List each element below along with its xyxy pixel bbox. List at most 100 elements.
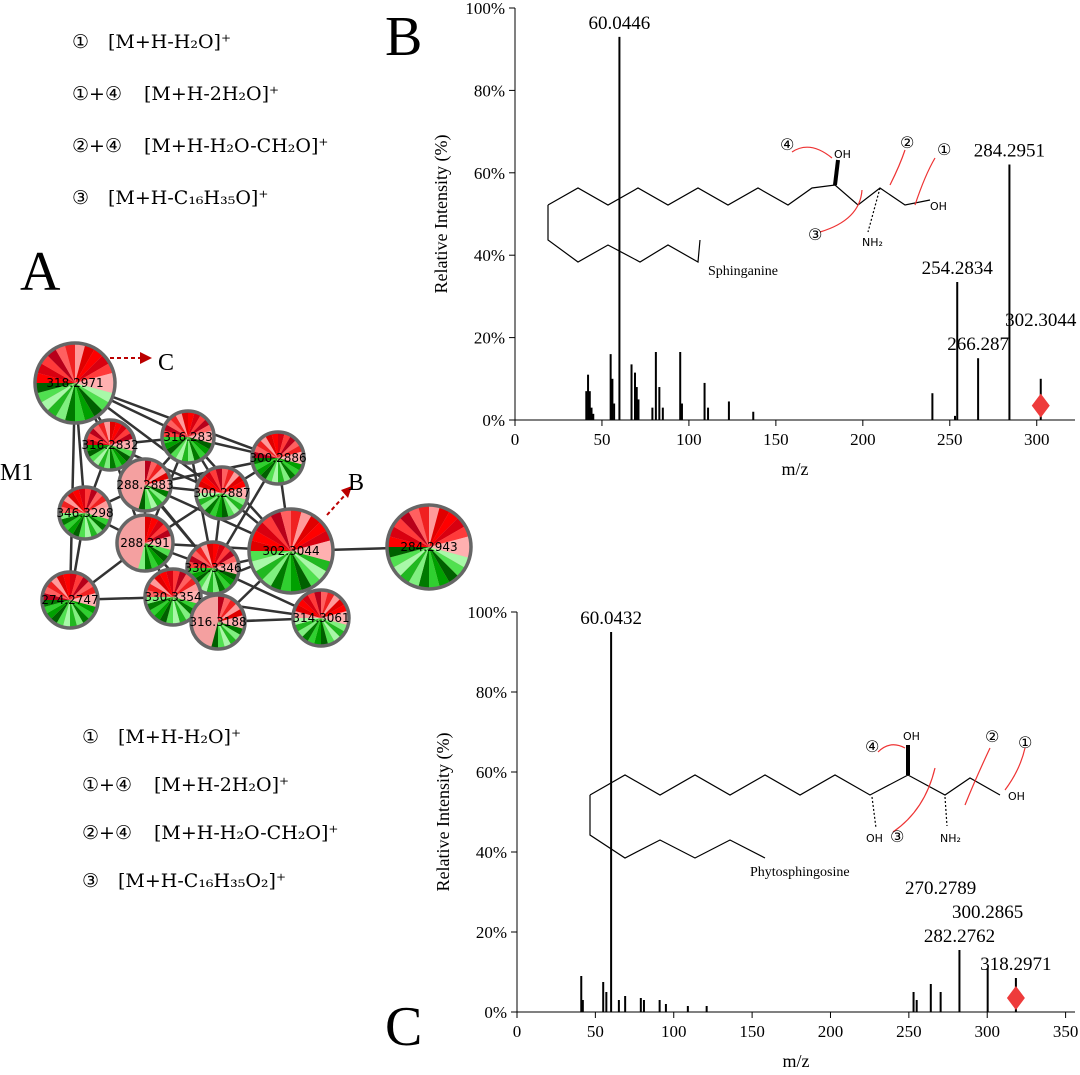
network-node: 302.3044 xyxy=(247,507,335,595)
node-wedge xyxy=(145,597,173,611)
node-wedge xyxy=(59,513,85,526)
node-wedge xyxy=(110,420,123,445)
node-wedge xyxy=(85,432,110,445)
node-wedge xyxy=(88,445,110,463)
node-wedge xyxy=(278,439,301,458)
node-wedge xyxy=(181,437,188,463)
node-wedge xyxy=(321,590,335,618)
node-ring xyxy=(385,503,473,591)
node-wedge xyxy=(218,622,245,629)
x-tick-label: 0 xyxy=(511,430,520,449)
node-wedge xyxy=(181,411,188,437)
node-wedge xyxy=(429,505,440,547)
node-wedge xyxy=(187,568,213,575)
node-wedge xyxy=(145,515,153,543)
fragment-formula: [M+H-2H₂O]⁺ xyxy=(144,83,279,105)
node-wedge xyxy=(145,485,158,511)
node-wedge xyxy=(218,608,245,622)
node-wedge xyxy=(250,530,291,551)
node-wedge xyxy=(291,551,332,572)
fragment-formula: [M+H-C₁₆H₃₅O₂]⁺ xyxy=(118,870,286,892)
node-wedge xyxy=(110,445,128,467)
network-node: 316.2832 xyxy=(81,418,139,472)
node-wedge xyxy=(399,510,429,547)
x-tick-label: 100 xyxy=(661,1022,687,1041)
node-wedge xyxy=(313,618,321,646)
node-label: 316.2832 xyxy=(81,438,138,452)
node-wedge xyxy=(78,487,85,513)
fragment-formula: [M+H-H₂O]⁺ xyxy=(118,726,241,748)
structure-label: NH₂ xyxy=(940,832,961,845)
node-wedge xyxy=(249,551,291,562)
node-wedge xyxy=(56,600,70,628)
structure-label: OH xyxy=(1008,790,1025,803)
node-wedge xyxy=(110,445,123,470)
node-wedge xyxy=(321,618,349,626)
y-tick-label: 20% xyxy=(476,923,507,942)
node-ring xyxy=(33,341,117,425)
node-wedge xyxy=(418,505,429,547)
node-wedge xyxy=(162,424,188,437)
node-wedge xyxy=(392,517,429,547)
node-label: 330.3346 xyxy=(184,561,241,575)
node-wedge xyxy=(213,568,239,581)
node-ring xyxy=(117,457,173,513)
node-wedge xyxy=(148,597,173,617)
node-wedge xyxy=(291,530,332,551)
node-wedge xyxy=(173,589,201,597)
node-wedge xyxy=(206,542,213,568)
structure-label: OH xyxy=(930,200,947,213)
node-wedge xyxy=(145,589,173,597)
node-wedge xyxy=(153,572,173,597)
node-wedge xyxy=(85,487,98,513)
node-wedge xyxy=(36,383,75,403)
node-label: 288.291 xyxy=(120,536,170,550)
node-wedge xyxy=(145,543,173,551)
network-node: 314.3061 xyxy=(291,588,351,648)
node-wedge xyxy=(392,547,429,577)
x-tick-label: 0 xyxy=(513,1022,522,1041)
node-wedge xyxy=(271,432,278,458)
node-wedge xyxy=(321,590,329,618)
fragment-formula: [M+H-H₂O-CH₂O]⁺ xyxy=(154,822,338,844)
node-wedge xyxy=(36,363,75,383)
node-wedge xyxy=(165,418,188,437)
node-wedge xyxy=(188,437,211,456)
node-wedge xyxy=(280,509,291,551)
node-wedge xyxy=(278,435,297,458)
node-wedge xyxy=(213,555,239,568)
node-wedge xyxy=(45,600,70,620)
node-wedge xyxy=(138,485,145,511)
node-label: 346.3298 xyxy=(56,506,113,520)
node-wedge xyxy=(56,572,70,600)
node-wedge xyxy=(278,458,304,471)
node-wedge xyxy=(291,514,321,551)
node-wedge xyxy=(85,513,98,539)
node-wedge xyxy=(59,513,85,520)
node-wedge xyxy=(215,467,222,493)
node-wedge xyxy=(218,622,225,649)
node-wedge xyxy=(278,458,301,477)
node-wedge xyxy=(55,383,75,422)
node-wedge xyxy=(145,529,173,543)
y-tick-label: 40% xyxy=(474,246,505,265)
structure-label: ① xyxy=(937,140,951,159)
node-wedge xyxy=(301,618,321,643)
node-wedge xyxy=(408,547,429,588)
node-wedge xyxy=(278,432,291,458)
node-wedge xyxy=(75,343,86,383)
x-tick-label: 150 xyxy=(763,430,789,449)
node-wedge xyxy=(75,383,86,423)
node-wedge xyxy=(252,458,278,465)
node-wedge xyxy=(103,420,110,445)
node-ring xyxy=(250,430,306,486)
structure-label: OH xyxy=(903,730,920,743)
node-wedge xyxy=(196,493,222,506)
node-wedge xyxy=(213,568,239,575)
node-label: 300.2887 xyxy=(193,486,250,500)
node-wedge xyxy=(70,600,84,628)
node-wedge xyxy=(313,590,321,618)
node-wedge xyxy=(200,542,213,568)
node-wedge xyxy=(173,583,201,597)
